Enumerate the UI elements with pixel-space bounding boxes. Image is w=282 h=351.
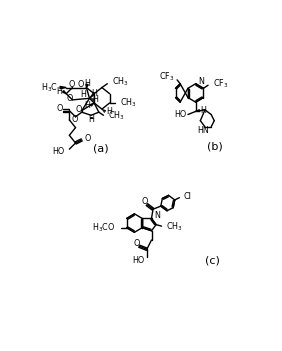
Text: H: H bbox=[88, 115, 94, 124]
Text: O: O bbox=[134, 239, 140, 249]
Text: (c): (c) bbox=[204, 255, 219, 265]
Text: H: H bbox=[56, 87, 62, 96]
Text: CH$_3$: CH$_3$ bbox=[112, 76, 129, 88]
Text: O: O bbox=[69, 80, 75, 89]
Polygon shape bbox=[60, 86, 66, 89]
Text: H: H bbox=[106, 107, 112, 116]
Text: H: H bbox=[91, 89, 97, 98]
Text: O: O bbox=[57, 104, 63, 113]
Text: H: H bbox=[84, 101, 90, 110]
Polygon shape bbox=[196, 110, 200, 112]
Text: O: O bbox=[76, 105, 82, 114]
Text: CF$_3$: CF$_3$ bbox=[213, 78, 228, 90]
Text: CH$_3$: CH$_3$ bbox=[120, 97, 137, 109]
Text: O: O bbox=[78, 80, 84, 89]
Polygon shape bbox=[63, 91, 66, 94]
Text: HN: HN bbox=[198, 126, 209, 135]
Text: HO: HO bbox=[132, 256, 144, 265]
Text: Cl: Cl bbox=[183, 192, 191, 201]
Text: H: H bbox=[92, 95, 98, 104]
Text: H: H bbox=[200, 106, 206, 115]
Text: N: N bbox=[154, 211, 160, 220]
Text: O: O bbox=[141, 197, 148, 206]
Text: H: H bbox=[80, 90, 86, 99]
Text: HO: HO bbox=[52, 147, 65, 156]
Text: H: H bbox=[84, 79, 90, 88]
Text: H$_3$C: H$_3$C bbox=[41, 81, 58, 94]
Polygon shape bbox=[86, 84, 88, 87]
Text: CH$_3$: CH$_3$ bbox=[166, 221, 183, 233]
Text: N: N bbox=[198, 77, 204, 86]
Text: (a): (a) bbox=[93, 143, 109, 153]
Text: O: O bbox=[72, 115, 78, 124]
Text: HO: HO bbox=[174, 110, 186, 119]
Text: O: O bbox=[66, 94, 72, 103]
Text: H$_3$CO: H$_3$CO bbox=[92, 221, 116, 234]
Text: O: O bbox=[85, 134, 91, 143]
Text: (b): (b) bbox=[207, 141, 223, 151]
Text: CF$_3$: CF$_3$ bbox=[158, 71, 174, 83]
Text: CH$_3$: CH$_3$ bbox=[108, 110, 125, 122]
